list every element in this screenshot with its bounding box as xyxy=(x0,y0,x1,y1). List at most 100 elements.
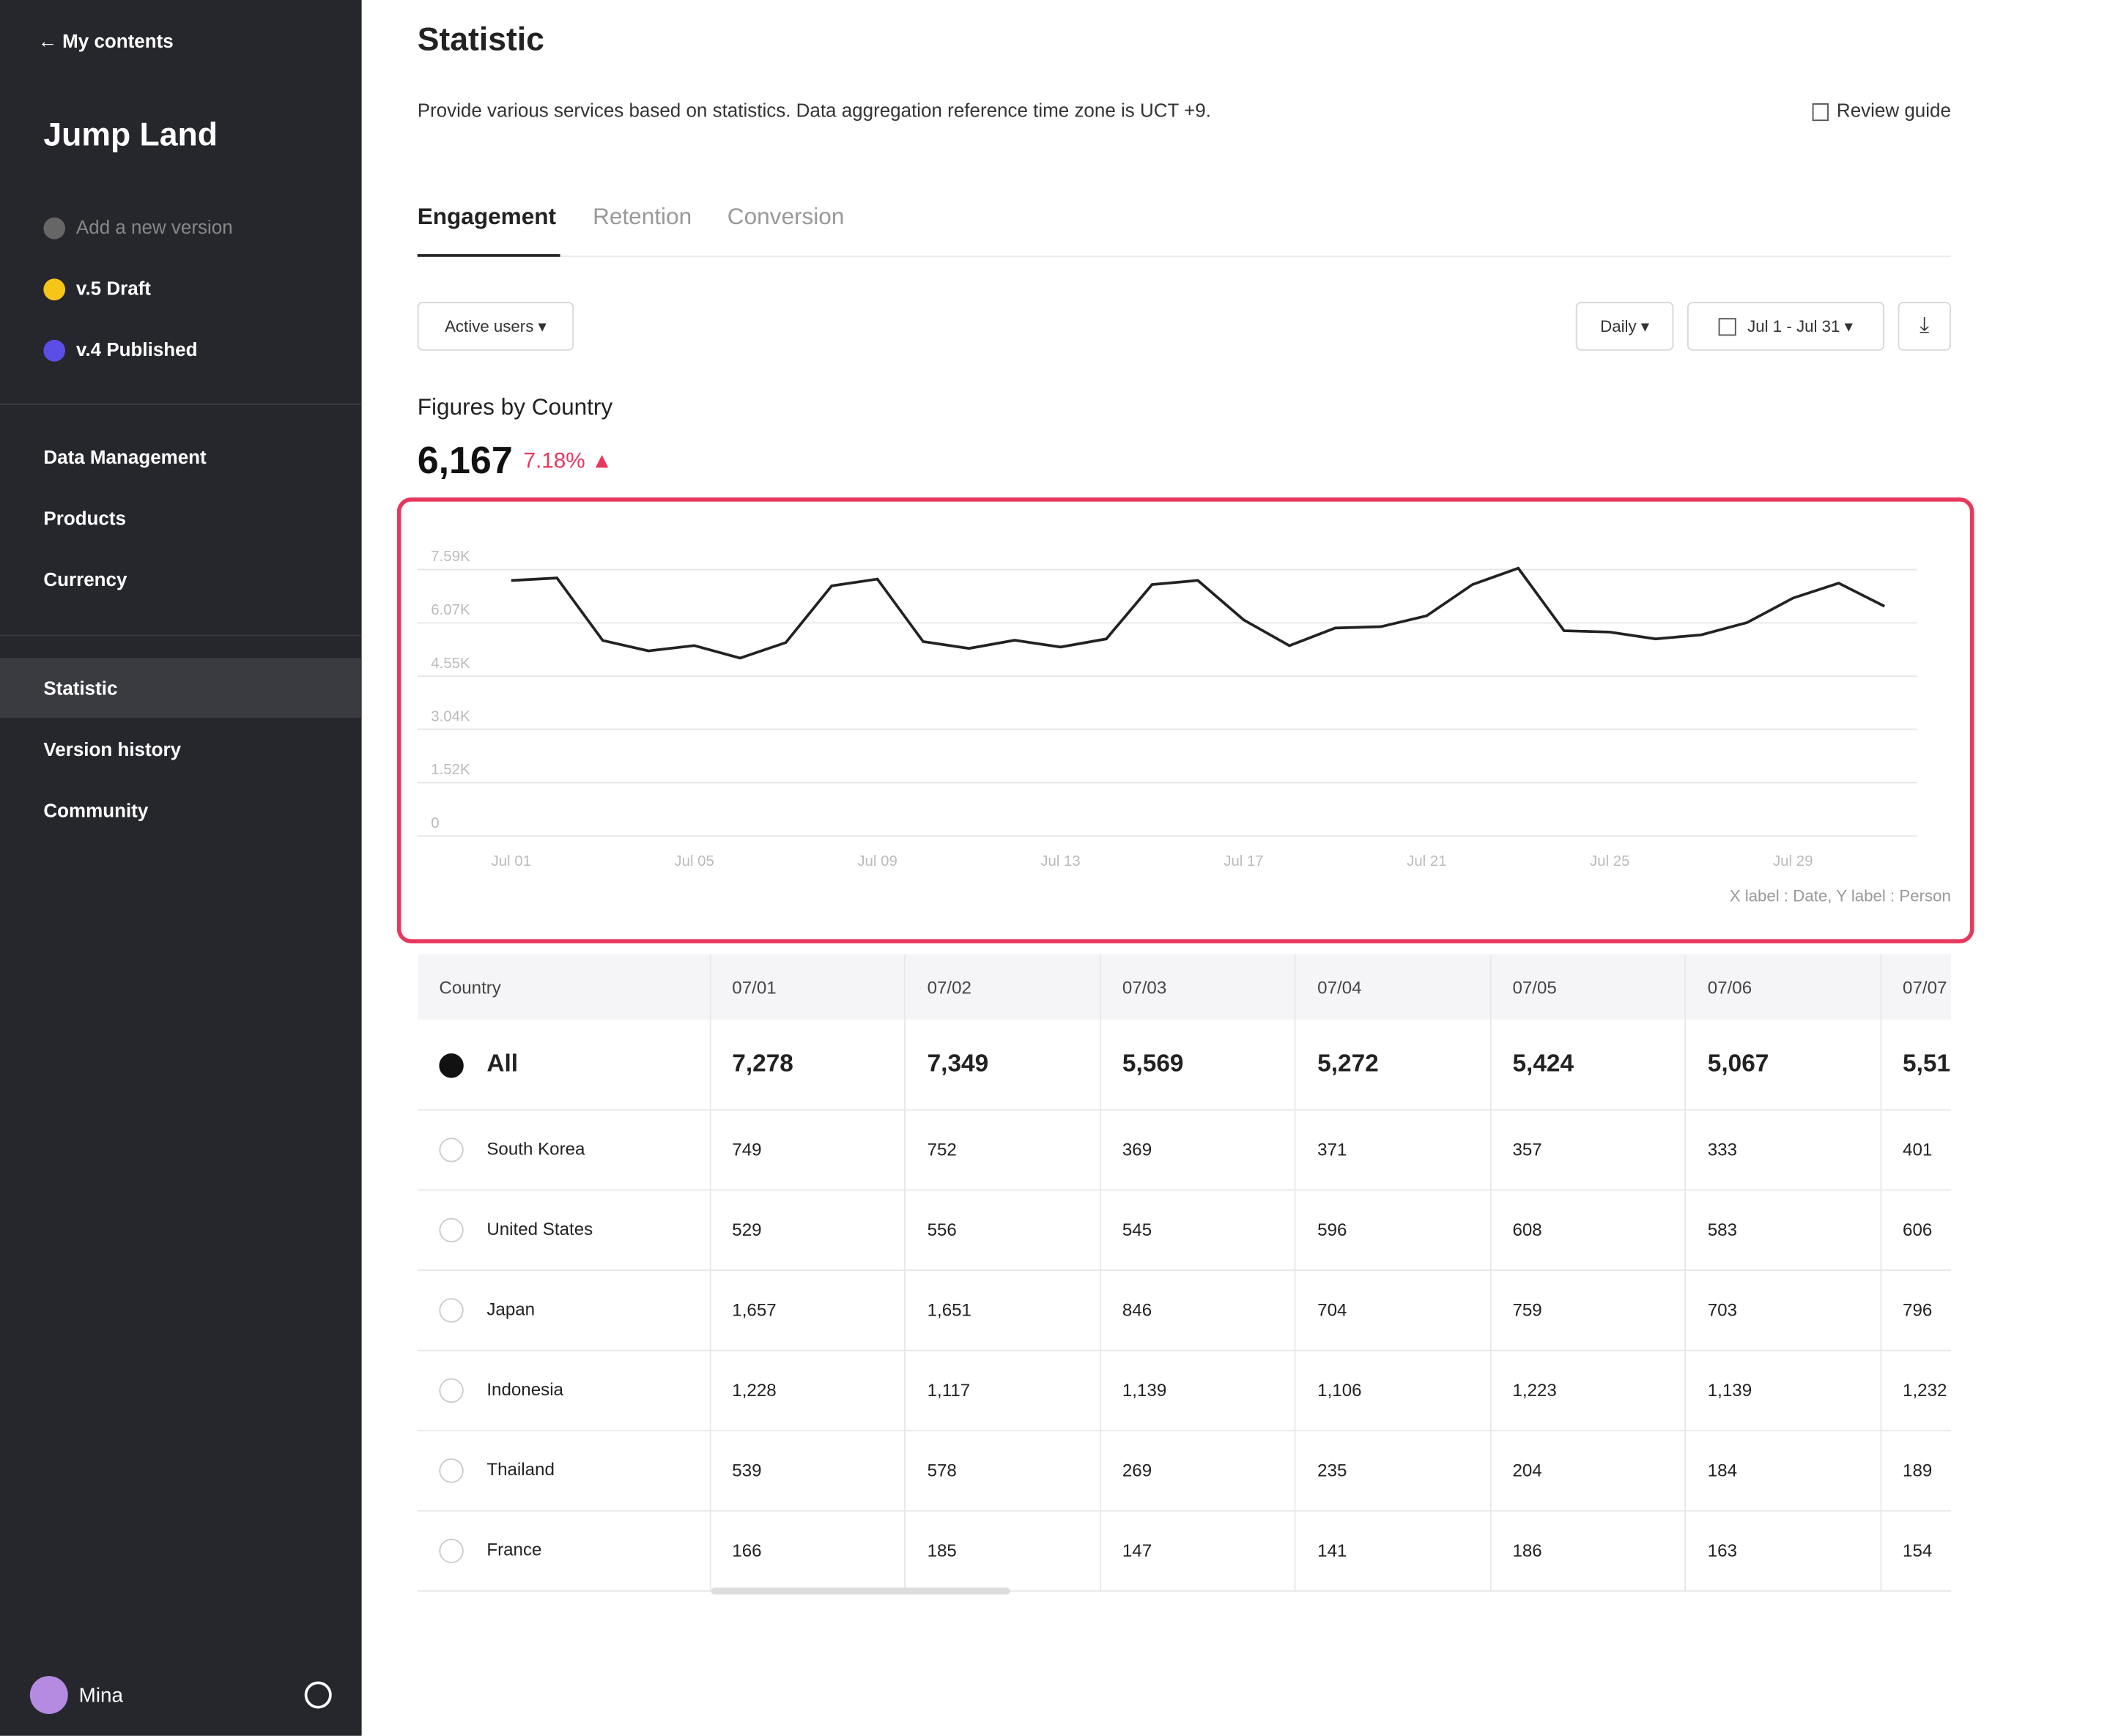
row-radio[interactable] xyxy=(439,1458,464,1483)
scrollbar[interactable] xyxy=(711,1587,1010,1595)
row-radio[interactable] xyxy=(439,1377,464,1403)
guide-link[interactable]: Review guide xyxy=(1797,99,1951,121)
tab[interactable]: Conversion xyxy=(727,204,845,230)
add-version[interactable]: Add a new version xyxy=(43,216,233,240)
tab[interactable]: Engagement xyxy=(417,204,557,230)
back-link[interactable]: ← My contents xyxy=(37,29,174,52)
y-tick-label: 7.59K xyxy=(431,549,470,565)
separator xyxy=(0,634,362,637)
table-cell: 1,223 xyxy=(1489,1349,1687,1431)
cell-value: 166 xyxy=(732,1540,762,1561)
avatar xyxy=(29,1676,68,1715)
row-radio[interactable] xyxy=(439,1137,464,1162)
cell-value: 1,223 xyxy=(1512,1379,1557,1401)
total: 6,167 xyxy=(417,439,513,481)
x-tick-label: Jul 29 xyxy=(1773,853,1813,869)
tab-indicator xyxy=(417,254,560,257)
y-tick-label: 3.04K xyxy=(431,708,470,724)
cell-value: 749 xyxy=(732,1139,762,1160)
table-row: Japan 1,657 1,651 846 704 759 703 796 xyxy=(417,1269,1951,1351)
table-cell: 369 xyxy=(1100,1109,1296,1190)
user-name: Mina xyxy=(78,1684,123,1707)
table-cell: 1,228 xyxy=(709,1349,906,1431)
table-wrap: Country 07/01 07/02 07/03 07/04 07/05 07/06 07/… xyxy=(417,954,1951,1592)
table-cell: 703 xyxy=(1685,1269,1881,1351)
cell-value: 204 xyxy=(1512,1460,1542,1480)
cell-value: 5,569 xyxy=(1122,1050,1184,1077)
row-radio[interactable] xyxy=(439,1297,464,1322)
highlight-box xyxy=(396,497,1974,943)
menu-item[interactable]: Community xyxy=(43,799,149,821)
table-cell: 1,657 xyxy=(709,1269,906,1351)
cell-value: 556 xyxy=(927,1219,957,1240)
tab[interactable]: Retention xyxy=(593,204,692,230)
cell-value: 796 xyxy=(1903,1299,1933,1320)
table-cell: 269 xyxy=(1100,1430,1296,1511)
menu-item[interactable]: Currency xyxy=(43,568,127,590)
add-version-text: Add a new version xyxy=(75,216,233,238)
table-cell: 596 xyxy=(1295,1189,1491,1271)
row-radio[interactable] xyxy=(439,1217,464,1242)
period-text: Daily xyxy=(1600,316,1637,336)
separator xyxy=(0,404,362,405)
y-tick-label: 6.07K xyxy=(431,602,470,618)
table-cell: 752 xyxy=(904,1109,1101,1190)
header-cell: 07/03 xyxy=(1100,954,1296,1020)
x-tick-label: Jul 25 xyxy=(1590,853,1629,869)
metric-select[interactable]: Active users ▾ xyxy=(417,301,574,351)
x-tick-label: Jul 09 xyxy=(857,853,897,869)
header-row: Country 07/01 07/02 07/03 07/04 07/05 07/06 07/… xyxy=(417,954,1951,1020)
table-cell: 583 xyxy=(1685,1189,1881,1271)
table-row: All 7,278 7,349 5,569 5,272 5,424 5,067 5,51 xyxy=(417,1019,1951,1110)
cell-value: 583 xyxy=(1707,1219,1738,1240)
tab-line xyxy=(417,255,1951,257)
table-cell: 545 xyxy=(1100,1189,1296,1271)
table-cell: 186 xyxy=(1489,1510,1687,1592)
table-cell: Thailand xyxy=(417,1430,711,1511)
settings-icon[interactable] xyxy=(304,1681,332,1709)
calendar-icon xyxy=(1719,317,1737,335)
table-cell: 606 xyxy=(1880,1189,1951,1271)
table-cell: 357 xyxy=(1489,1109,1687,1190)
cell-value: 1,232 xyxy=(1903,1379,1947,1401)
period-select[interactable]: Daily ▾ xyxy=(1575,301,1674,351)
version-text: v.4 Published xyxy=(75,338,198,360)
row-radio[interactable] xyxy=(439,1537,464,1563)
country-name: All xyxy=(486,1050,519,1077)
date-range[interactable]: Jul 1 - Jul 31 ▾ xyxy=(1687,301,1885,351)
download-button[interactable]: ⤓ xyxy=(1898,301,1951,351)
cell-value: 703 xyxy=(1707,1299,1738,1320)
table-cell: 1,139 xyxy=(1100,1349,1296,1431)
menu-item[interactable]: Version history xyxy=(43,738,182,760)
cell-value: 846 xyxy=(1122,1299,1152,1320)
cell-value: 7,349 xyxy=(927,1050,989,1077)
table-row: United States 529 556 545 596 608 583 606 xyxy=(417,1189,1951,1271)
doc-icon xyxy=(1812,103,1829,121)
table-cell: 1,106 xyxy=(1295,1349,1491,1431)
guide-text: Review guide xyxy=(1836,99,1951,122)
version-item[interactable]: v.4 Published xyxy=(43,338,198,363)
row-radio[interactable] xyxy=(439,1053,464,1077)
cell-value: 369 xyxy=(1122,1139,1152,1160)
menu-item[interactable]: Statistic xyxy=(43,677,118,699)
table-cell: 1,232 xyxy=(1880,1349,1951,1431)
table-row: Indonesia 1,228 1,117 1,139 1,106 1,223 1,139 1… xyxy=(417,1349,1951,1431)
x-tick-label: Jul 05 xyxy=(674,853,714,869)
selected-bg xyxy=(0,658,362,718)
table-cell: 147 xyxy=(1100,1510,1296,1592)
table-cell: 401 xyxy=(1880,1109,1951,1190)
table-cell: 166 xyxy=(709,1510,906,1592)
menu-item[interactable]: Products xyxy=(43,507,127,529)
table-cell: 759 xyxy=(1489,1269,1687,1351)
cell-value: 235 xyxy=(1317,1460,1347,1480)
cell-value: 529 xyxy=(732,1219,762,1240)
y-tick-label: 4.55K xyxy=(431,656,470,672)
version-item[interactable]: v.5 Draft xyxy=(43,278,151,301)
description: Provide various services based on statis… xyxy=(417,99,1211,122)
table-cell: 333 xyxy=(1685,1109,1881,1190)
x-tick-label: Jul 17 xyxy=(1224,853,1263,869)
table-cell: United States xyxy=(417,1189,711,1271)
x-tick-label: Jul 01 xyxy=(492,853,531,869)
menu-item[interactable]: Data Management xyxy=(43,445,207,468)
